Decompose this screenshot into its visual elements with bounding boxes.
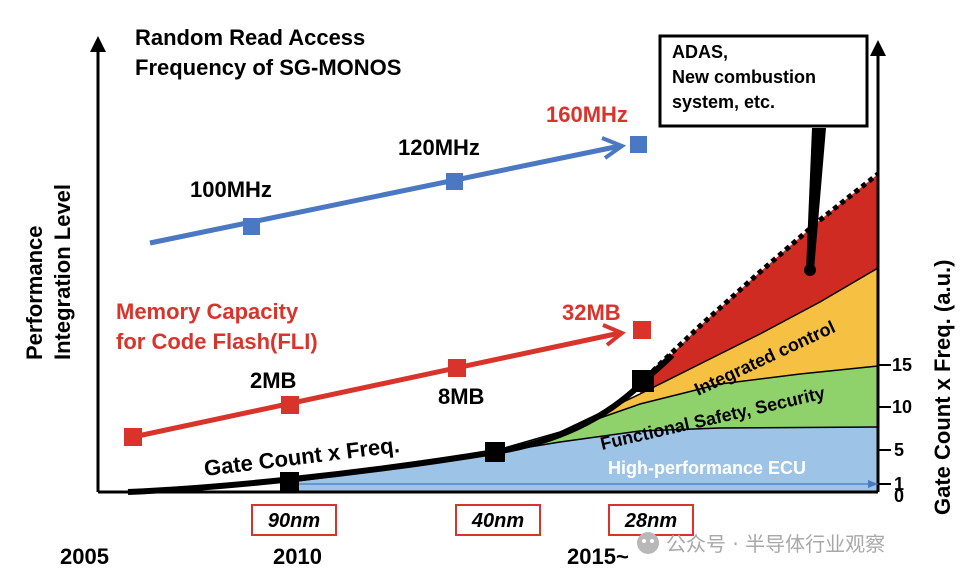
y2-tick: 5 bbox=[894, 440, 904, 460]
memory-line-2: for Code Flash(FLI) bbox=[116, 329, 318, 354]
title-line-2: Frequency of SG-MONOS bbox=[135, 55, 401, 80]
area-label-high-performance-ecu: High-performance ECU bbox=[608, 458, 806, 478]
callout-line-1: ADAS, bbox=[672, 42, 728, 62]
process-node-28nm: 28nm bbox=[608, 504, 694, 536]
x-tick: 2010 bbox=[273, 544, 322, 569]
stacked-areas bbox=[289, 172, 880, 492]
callout-text: ADAS, New combustion system, etc. bbox=[672, 42, 821, 112]
label-2mb: 2MB bbox=[250, 368, 296, 393]
data-point bbox=[485, 442, 505, 462]
process-node-90nm: 90nm bbox=[251, 504, 337, 536]
area-functional-safety bbox=[480, 366, 878, 455]
title-line-1: Random Read Access bbox=[135, 25, 365, 50]
data-point bbox=[281, 396, 299, 414]
process-node-40nm: 40nm bbox=[455, 504, 541, 536]
frequency-series bbox=[149, 136, 647, 246]
label-100mhz: 100MHz bbox=[190, 177, 272, 202]
callout-line-3: system, etc. bbox=[672, 92, 775, 112]
memory-series bbox=[124, 321, 651, 446]
dashed-envelope-line bbox=[638, 172, 880, 386]
data-point bbox=[124, 428, 142, 446]
data-point bbox=[280, 472, 299, 491]
y2-tick: 0 bbox=[894, 486, 904, 506]
process-node-label: 40nm bbox=[471, 510, 524, 532]
gate-count-markers bbox=[280, 370, 654, 491]
process-node-label: 28nm bbox=[624, 510, 677, 532]
data-point bbox=[630, 136, 647, 153]
data-point bbox=[632, 370, 654, 392]
ylabel-line-2: Integration Level bbox=[50, 184, 75, 360]
chart-title: Random Read Access Frequency of SG-MONOS bbox=[135, 25, 401, 80]
y2-tick: 1 bbox=[894, 474, 904, 494]
ylabel-line-1: Performance bbox=[22, 225, 47, 360]
area-integrated-control bbox=[560, 268, 878, 432]
data-point bbox=[633, 321, 651, 339]
data-point bbox=[243, 218, 260, 235]
callout: ADAS, New combustion system, etc. bbox=[658, 34, 869, 276]
label-32mb: 32MB bbox=[562, 300, 621, 325]
memory-line-1: Memory Capacity bbox=[116, 299, 299, 324]
label-120mhz: 120MHz bbox=[398, 135, 480, 160]
x-tick: 2005 bbox=[60, 544, 109, 569]
data-point bbox=[446, 173, 463, 190]
area-adas bbox=[640, 174, 878, 394]
label-8mb: 8MB bbox=[438, 384, 484, 409]
area-high-performance-ecu bbox=[290, 427, 878, 492]
data-point bbox=[448, 359, 466, 377]
callout-line-2: New combustion bbox=[672, 67, 816, 87]
y2-tick: 15 bbox=[892, 355, 912, 375]
series-label-memory: Memory Capacity for Code Flash(FLI) bbox=[116, 299, 318, 354]
x-tick: 2015~ bbox=[567, 544, 629, 569]
watermark-text: 公众号 · 半导体行业观察 bbox=[666, 532, 885, 556]
axes bbox=[90, 36, 891, 494]
watermark: 公众号 · 半导体行业观察 bbox=[637, 532, 885, 556]
y2-axis-label: Gate Count x Freq. (a.u.) bbox=[930, 260, 955, 515]
process-node-label: 90nm bbox=[268, 510, 320, 532]
y2-tick: 10 bbox=[892, 397, 912, 417]
label-160mhz: 160MHz bbox=[546, 102, 628, 127]
y-axis-label: Performance Integration Level bbox=[22, 184, 75, 360]
